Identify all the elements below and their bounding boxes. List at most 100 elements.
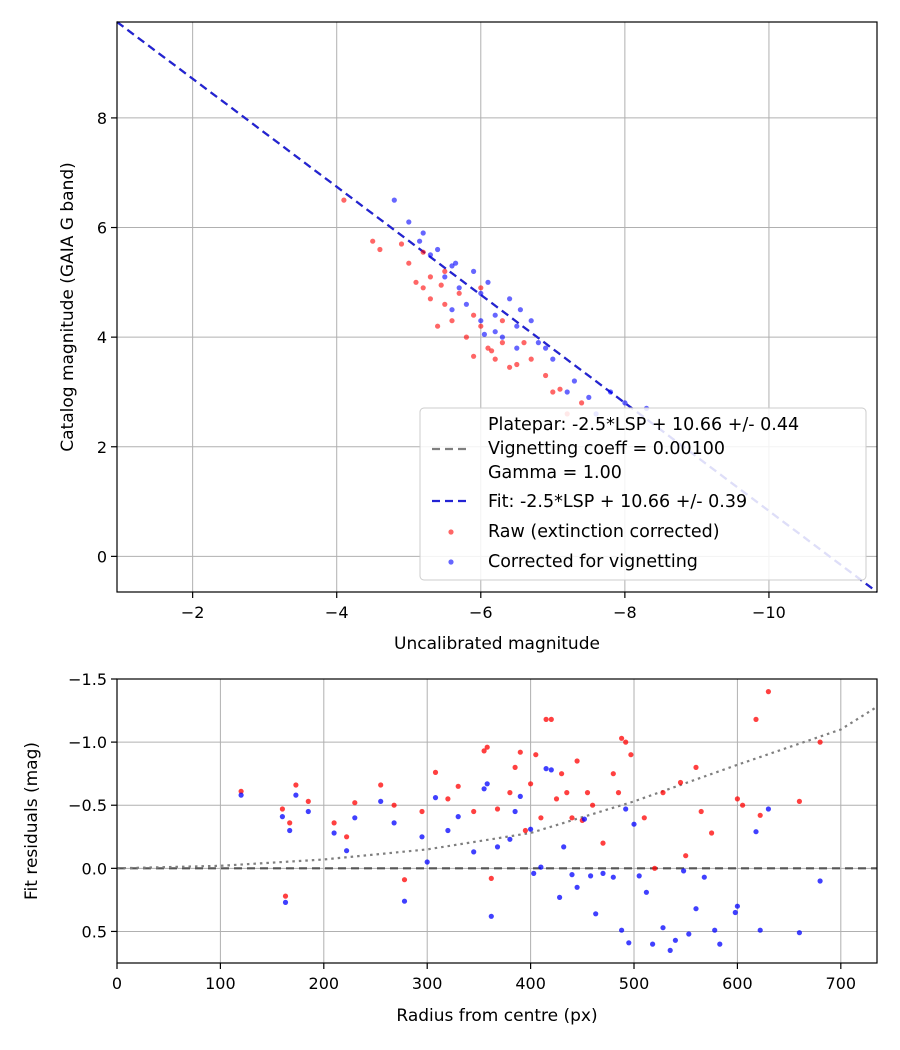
raw-point: [471, 808, 477, 815]
corrected-point: [463, 301, 469, 307]
raw-point: [419, 808, 425, 815]
x-tick-label: 200: [309, 974, 340, 993]
raw-point: [543, 716, 549, 723]
raw-point: [481, 748, 487, 754]
raw-point: [488, 875, 494, 882]
corrected-point: [481, 786, 487, 792]
raw-point: [610, 771, 616, 777]
corrected-point: [401, 898, 408, 904]
corrected-point: [672, 937, 679, 943]
raw-point: [370, 238, 376, 244]
corrected-point: [667, 947, 673, 954]
corrected-point: [817, 878, 823, 884]
corrected-point: [456, 285, 462, 291]
raw-point: [507, 364, 513, 370]
legend-corrected-marker: [448, 559, 454, 565]
raw-point: [442, 301, 448, 307]
corrected-point: [796, 930, 803, 936]
corrected-point: [535, 340, 542, 346]
raw-point: [600, 840, 606, 846]
raw-point: [413, 279, 419, 285]
x-tick: 0: [112, 963, 122, 993]
bottom-scatter-points: [238, 689, 823, 954]
x-tick-label: 600: [722, 974, 753, 993]
raw-point: [512, 764, 518, 771]
corrected-point: [734, 903, 741, 909]
raw-point: [528, 781, 534, 787]
y-tick-label: 6: [97, 219, 107, 238]
raw-point: [435, 323, 441, 329]
raw-point: [377, 246, 383, 253]
corrected-point: [550, 356, 556, 362]
x-tick: 200: [309, 963, 340, 993]
x-tick-label: −4: [325, 603, 349, 622]
corrected-point: [717, 941, 723, 947]
raw-point: [521, 340, 527, 346]
raw-point: [574, 758, 580, 764]
corrected-point: [485, 279, 491, 285]
corrected-point: [279, 814, 285, 820]
bottom-panel-residuals-scatter: 0 100 200 300 400 500 600 700 −1.5 −1.0 −0.5 0.0 0.…: [22, 670, 878, 1026]
y-tick-label: −1.0: [68, 733, 107, 752]
raw-point: [331, 820, 337, 826]
corrected-point: [344, 848, 350, 854]
corrected-point: [471, 268, 477, 274]
legend-platepar-line-2: Vignetting coeff = 0.00100: [488, 439, 725, 459]
raw-point: [494, 806, 501, 812]
corrected-point: [574, 884, 580, 890]
corrected-point: [600, 870, 606, 877]
corrected-point: [631, 821, 637, 827]
corrected-point: [378, 798, 384, 805]
raw-point: [478, 285, 484, 291]
raw-point: [533, 752, 539, 758]
y-tick-label: 0.0: [82, 859, 107, 878]
raw-point: [341, 197, 347, 203]
corrected-point: [765, 806, 772, 812]
x-tick-label: −6: [469, 603, 493, 622]
raw-point: [757, 812, 763, 818]
x-tick-label: 500: [619, 974, 650, 993]
raw-point: [287, 820, 293, 826]
x-tick: 400: [515, 963, 546, 993]
raw-point: [499, 318, 505, 324]
raw-point: [734, 796, 741, 802]
corrected-point: [492, 312, 498, 318]
corrected-point: [419, 834, 425, 840]
raw-point: [550, 389, 556, 395]
raw-point: [438, 282, 444, 288]
y-tick: 0.5: [82, 922, 117, 941]
corrected-point: [588, 873, 594, 879]
raw-point: [569, 815, 575, 821]
raw-point: [796, 798, 803, 805]
raw-point: [344, 834, 350, 840]
corrected-point: [561, 844, 567, 850]
bottom-y-axis-label: Fit residuals (mag): [22, 742, 42, 900]
raw-point: [514, 361, 520, 368]
legend-box: [419, 407, 867, 581]
y-tick: −1.5: [68, 670, 117, 689]
raw-point: [557, 386, 563, 392]
corrected-point: [293, 792, 299, 798]
raw-point: [693, 764, 699, 771]
x-tick: 600: [722, 963, 753, 993]
corrected-point: [586, 394, 592, 400]
y-tick: 4: [97, 328, 117, 347]
corrected-point: [512, 808, 518, 815]
raw-point: [522, 827, 529, 834]
legend-raw-marker: [448, 529, 454, 535]
y-tick: 6: [97, 219, 117, 238]
line-vignetting-model: [116, 705, 878, 870]
x-tick: −8: [613, 592, 637, 622]
top-panel-magnitude-scatter: −2 −4 −6 −8 −10 0 2 4 6 8 Uncalibrated magnitude…: [58, 21, 878, 654]
legend-platepar-line-1: Platepar: -2.5*LSP + 10.66 +/- 0.44: [488, 415, 799, 435]
x-tick-label: 100: [205, 974, 236, 993]
raw-point: [499, 340, 505, 346]
x-tick-label: −8: [613, 603, 637, 622]
y-tick: 8: [97, 109, 117, 128]
bottom-reference-lines: [116, 705, 878, 870]
raw-point: [528, 356, 534, 362]
corrected-point: [564, 389, 570, 395]
raw-point: [420, 285, 426, 291]
x-tick: −10: [752, 592, 786, 622]
corrected-point: [732, 909, 738, 916]
